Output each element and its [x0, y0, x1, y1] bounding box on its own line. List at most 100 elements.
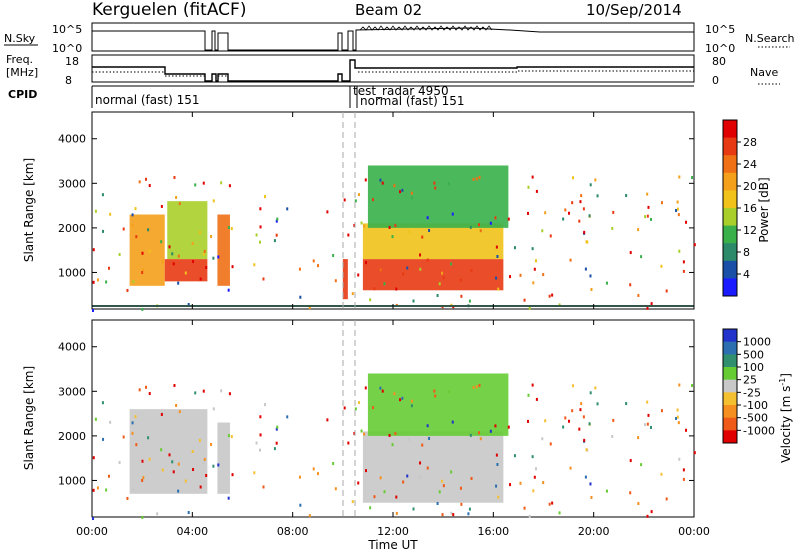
scatter-point — [665, 289, 668, 293]
scatter-point — [678, 457, 681, 461]
scatter-point — [646, 214, 649, 218]
heatmap-cell — [164, 259, 208, 282]
scatter-point — [191, 450, 194, 454]
scatter-point — [227, 434, 230, 438]
y-tick-label: 1000 — [58, 474, 86, 487]
scatter-point — [523, 506, 526, 510]
scatter-point — [148, 392, 151, 396]
scatter-point — [92, 280, 95, 284]
scatter-point — [660, 472, 663, 476]
scatter-point — [263, 403, 266, 407]
scatter-point — [551, 501, 554, 505]
scatter-point — [531, 247, 534, 251]
scatter-point — [585, 240, 588, 244]
scatter-point — [675, 416, 678, 420]
scatter-point — [373, 495, 376, 499]
scatter-point — [579, 408, 582, 412]
scatter-point — [141, 515, 144, 519]
scatter-point — [379, 386, 382, 390]
scatter-point — [393, 392, 396, 396]
scatter-point — [426, 424, 429, 428]
scatter-point — [496, 462, 499, 466]
power-colorbar-label: Power [dB] — [757, 177, 771, 242]
scatter-point — [205, 266, 208, 270]
scatter-point — [316, 264, 319, 268]
scatter-point — [357, 481, 360, 485]
scatter-point — [582, 207, 585, 211]
scatter-point — [402, 272, 405, 276]
scatter-point — [450, 511, 453, 515]
scatter-point — [92, 309, 94, 312]
scatter-point — [419, 267, 422, 271]
scatter-point — [312, 259, 315, 263]
scatter-point — [262, 485, 265, 489]
scatter-point — [379, 476, 382, 480]
velocity-ylabel: Slant Range [km] — [22, 366, 36, 470]
scatter-point — [142, 268, 145, 272]
scatter-point — [220, 389, 223, 393]
scatter-point — [644, 423, 647, 427]
colorbar-swatch — [723, 392, 737, 406]
scatter-point — [611, 226, 614, 230]
scatter-point — [548, 502, 551, 506]
scatter-point — [122, 227, 125, 231]
scatter-point — [589, 274, 592, 278]
scatter-point — [354, 407, 357, 411]
scatter-point — [584, 475, 587, 479]
colorbar-tick-label: 16 — [743, 202, 757, 215]
scatter-point — [646, 192, 649, 196]
scatter-point — [258, 240, 261, 244]
scatter-point — [479, 229, 482, 233]
scatter-point — [589, 482, 592, 486]
scatter-point — [544, 211, 547, 215]
scatter-point — [253, 263, 256, 267]
scatter-point — [497, 495, 500, 499]
scatter-point — [145, 177, 148, 181]
scatter-point — [388, 433, 391, 437]
scatter-point — [590, 287, 593, 291]
colorbar-tick-label: 500 — [743, 348, 764, 361]
scatter-point — [535, 397, 538, 401]
colorbar-swatch — [723, 341, 737, 355]
scatter-point — [391, 443, 394, 447]
scatter-point — [646, 306, 649, 310]
scatter-point — [210, 234, 213, 238]
scatter-point — [369, 298, 372, 302]
scatter-point — [675, 208, 678, 212]
scatter-point — [428, 228, 431, 232]
scatter-point — [479, 437, 482, 441]
scatter-point — [535, 189, 538, 193]
scatter-point — [334, 487, 337, 491]
scatter-point — [542, 481, 545, 485]
scatter-point — [478, 223, 481, 227]
scatter-point — [177, 281, 180, 285]
scatter-point — [584, 267, 587, 271]
scatter-point — [364, 469, 367, 473]
scatter-point — [184, 479, 187, 483]
scatter-point — [372, 198, 375, 202]
scatter-point — [203, 249, 206, 253]
scatter-point — [122, 435, 125, 439]
scatter-point — [258, 448, 261, 452]
nsky-trace — [92, 27, 694, 51]
scatter-point — [542, 273, 545, 277]
scatter-point — [519, 481, 522, 485]
scatter-point — [101, 193, 104, 197]
scatter-point — [354, 199, 357, 203]
scatter-point — [161, 260, 164, 264]
scatter-point — [332, 462, 335, 466]
scatter-point — [172, 470, 175, 474]
scatter-point — [351, 500, 354, 504]
scatter-point — [495, 484, 498, 488]
heatmap-cell — [217, 214, 230, 286]
x-axis-ticks: 00:00 04:00 08:00 12:00 16:00 20:00 00:00 — [76, 112, 710, 538]
scatter-point — [629, 491, 632, 495]
scatter-point — [343, 198, 346, 202]
scatter-point — [141, 478, 144, 482]
scatter-point — [231, 473, 234, 477]
scatter-point — [677, 213, 680, 217]
scatter-point — [379, 178, 382, 182]
scatter-point — [192, 260, 195, 264]
nsky-noise — [359, 25, 493, 31]
scatter-point — [102, 229, 105, 233]
